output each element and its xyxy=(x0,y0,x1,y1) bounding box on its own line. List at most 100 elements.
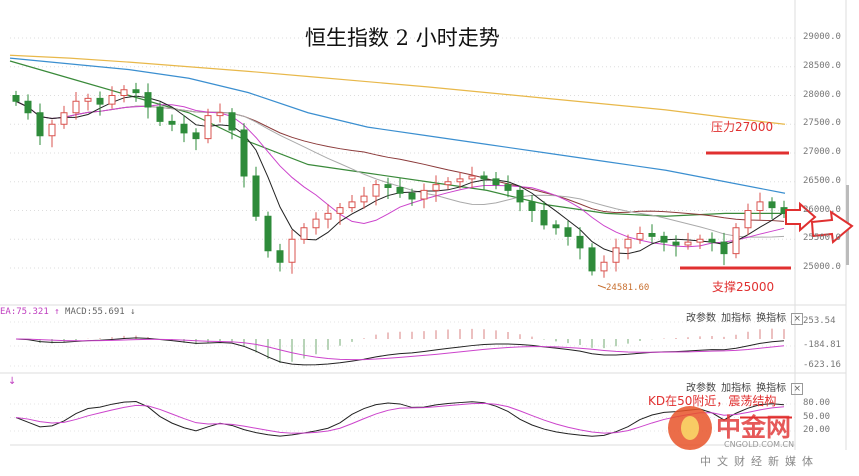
low-pointer xyxy=(597,284,607,289)
ma-line-long-0 xyxy=(9,54,786,125)
candle-body xyxy=(516,189,524,203)
candle-body xyxy=(372,184,380,197)
kd-y-tick: 80.00 xyxy=(803,398,831,408)
dea-line xyxy=(15,338,785,361)
kd-note: KD在50附近，震荡结构 xyxy=(648,394,777,408)
candle-body xyxy=(528,201,536,211)
candle-body xyxy=(276,250,284,263)
candle-body xyxy=(648,233,656,237)
modify-params-button[interactable]: 改参数 xyxy=(686,383,716,394)
candle-body xyxy=(24,100,32,114)
candle-body xyxy=(36,112,44,137)
candle-body xyxy=(636,233,644,240)
add-indicator-button[interactable]: 加指标 xyxy=(721,383,752,394)
candle-body xyxy=(384,184,392,188)
y-tick-label: 25000.0 xyxy=(803,262,841,272)
candle-body xyxy=(684,241,692,246)
red-arrow-icon xyxy=(810,209,854,244)
macd-y-tick: -623.16 xyxy=(803,360,841,370)
candle-body xyxy=(756,201,764,211)
candle-body xyxy=(588,247,596,272)
candle-body xyxy=(108,95,116,105)
candle-body xyxy=(660,235,668,243)
modify-params-button[interactable]: 改参数 xyxy=(686,313,716,324)
macd-header: EA:75.321 ↑ MACD:55.691 ↓ xyxy=(0,307,136,317)
candle-body xyxy=(228,112,236,131)
resistance-label: 压力27000 xyxy=(711,120,774,134)
candle-body xyxy=(96,97,104,105)
ma20-line xyxy=(15,100,785,238)
close-panel-button[interactable]: × xyxy=(791,313,804,325)
candle-body xyxy=(720,241,728,255)
add-indicator-button[interactable]: 加指标 xyxy=(721,313,752,324)
candle-body xyxy=(12,95,20,102)
candle-body xyxy=(300,227,308,240)
kd-y-tick: 50.00 xyxy=(803,411,831,422)
candle-body xyxy=(72,100,80,114)
candle-body xyxy=(288,238,296,263)
candle-body xyxy=(576,235,584,249)
candle-body xyxy=(672,241,680,246)
candle-body xyxy=(84,97,92,102)
candle-body xyxy=(120,89,128,96)
y-tick-label: 26000.0 xyxy=(803,204,841,215)
candle-body xyxy=(336,207,344,214)
switch-indicator-button[interactable]: 换指标 xyxy=(756,313,787,324)
candle-body xyxy=(324,212,332,220)
arrow-down-icon: ↓ xyxy=(130,307,136,317)
candle-body xyxy=(432,184,440,191)
candle-body xyxy=(60,112,68,125)
candle-body xyxy=(192,132,200,140)
candle-body xyxy=(312,218,320,229)
ma10-line xyxy=(15,100,785,248)
candle-body xyxy=(540,210,548,226)
k-line xyxy=(15,401,785,437)
arrow-up-icon: ↑ xyxy=(54,307,60,317)
ma-line-long-1 xyxy=(9,57,786,194)
candle-body xyxy=(480,175,488,180)
candle-body xyxy=(264,215,272,252)
close-panel-button[interactable]: × xyxy=(791,383,804,395)
y-tick-label: 29000.0 xyxy=(803,32,841,42)
kd-panel-buttons: 改参数 加指标 换指标 × xyxy=(686,376,804,395)
candle-body xyxy=(624,238,632,249)
candle-body xyxy=(156,106,164,122)
kd-arrow-down-icon: ↓ xyxy=(8,376,17,387)
y-tick-label: 27500.0 xyxy=(803,118,841,129)
switch-indicator-button[interactable]: 换指标 xyxy=(756,383,787,394)
candle-body xyxy=(504,184,512,191)
logo-domain: CNGOLD.COM.CN xyxy=(724,440,795,449)
candle-body xyxy=(360,195,368,203)
candle-body xyxy=(492,178,500,186)
dif-line xyxy=(15,337,785,366)
candle-body xyxy=(48,123,56,137)
candle-body xyxy=(732,227,740,255)
candle-body xyxy=(396,187,404,194)
candle-body xyxy=(132,89,140,94)
candle-body xyxy=(552,224,560,229)
macd-y-tick: -184.81 xyxy=(803,340,841,350)
red-arrow-icon xyxy=(785,201,817,233)
logo-name: 中金网 xyxy=(716,413,792,442)
d-line xyxy=(15,402,785,434)
candle-body xyxy=(420,189,428,200)
y-tick-label: 28500.0 xyxy=(803,60,841,71)
candle-body xyxy=(180,123,188,134)
kd-y-tick: 20.00 xyxy=(803,425,831,435)
macd-value: MACD:55.691 xyxy=(65,307,125,317)
macd-panel-buttons: 改参数 加指标 换指标 × xyxy=(686,306,804,325)
candle-body xyxy=(408,192,416,200)
y-tick-label: 28000.0 xyxy=(803,89,841,100)
candle-body xyxy=(696,238,704,243)
y-tick-label: 25500.0 xyxy=(803,233,841,244)
chart-title: 恒生指数 2 小时走势 xyxy=(305,26,500,50)
ma5-line xyxy=(15,95,785,255)
logo-slogan: 中文财经新媒体 xyxy=(700,455,819,468)
candle-body xyxy=(240,129,248,177)
y-tick-label: 26500.0 xyxy=(803,175,841,186)
candle-body xyxy=(348,201,356,209)
candle-body xyxy=(252,175,260,217)
candle-body xyxy=(456,178,464,183)
